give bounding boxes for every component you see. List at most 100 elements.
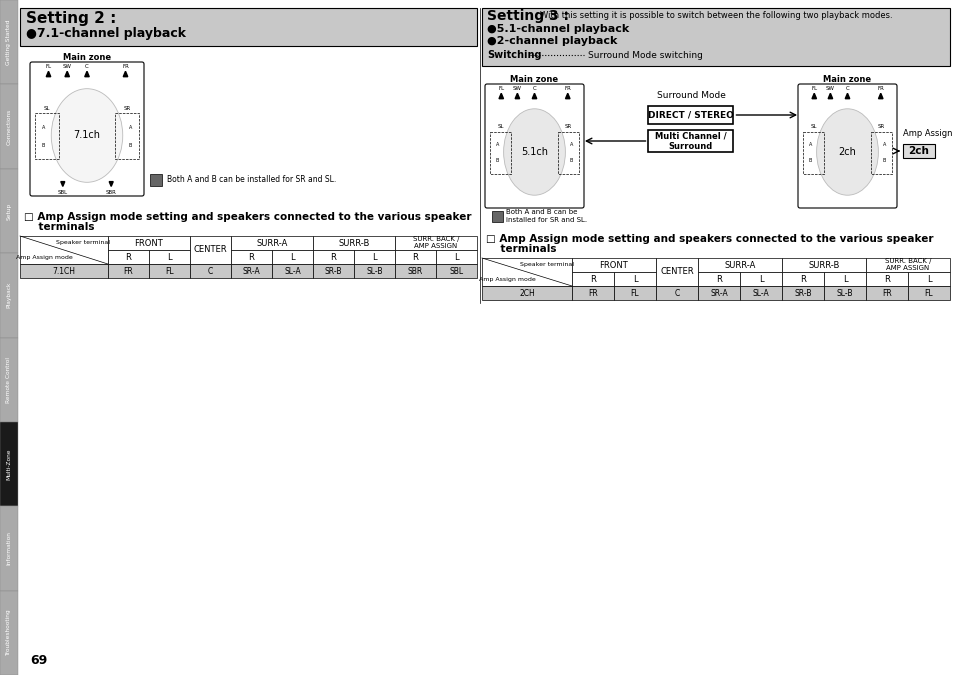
Text: R: R xyxy=(800,275,805,284)
Bar xyxy=(0,253,18,338)
Bar xyxy=(865,272,907,286)
Text: R: R xyxy=(330,252,336,261)
Text: 2ch: 2ch xyxy=(838,147,856,157)
Polygon shape xyxy=(85,72,90,77)
Bar xyxy=(490,132,511,173)
Bar xyxy=(648,130,733,152)
Text: B: B xyxy=(129,142,132,148)
Bar xyxy=(354,264,395,278)
Text: FRONT: FRONT xyxy=(134,238,163,248)
Bar xyxy=(395,250,436,264)
Bar xyxy=(656,286,698,300)
Bar xyxy=(781,258,865,272)
Bar xyxy=(740,286,781,300)
Text: Both A and B can be
installed for SR and SL.: Both A and B can be installed for SR and… xyxy=(505,209,586,223)
Text: SL-B: SL-B xyxy=(836,288,852,298)
Bar xyxy=(740,272,781,286)
Text: Multi-Zone: Multi-Zone xyxy=(7,448,11,480)
Text: SR-B: SR-B xyxy=(324,267,342,275)
Text: □ Amp Assign mode setting and speakers connected to the various speaker: □ Amp Assign mode setting and speakers c… xyxy=(24,212,471,222)
Text: FR: FR xyxy=(122,65,129,70)
Bar xyxy=(0,338,18,422)
Bar xyxy=(823,272,865,286)
Text: SURR-A: SURR-A xyxy=(723,261,755,269)
Text: Speaker terminal: Speaker terminal xyxy=(519,262,573,267)
Polygon shape xyxy=(123,72,128,77)
Text: Surround Mode switching: Surround Mode switching xyxy=(587,51,702,59)
Text: SR: SR xyxy=(123,106,131,111)
Polygon shape xyxy=(844,93,849,99)
Bar xyxy=(231,264,272,278)
Text: B: B xyxy=(882,159,885,163)
Bar xyxy=(395,264,436,278)
Text: Information: Information xyxy=(7,531,11,566)
Polygon shape xyxy=(827,93,832,99)
Bar xyxy=(114,113,139,159)
Bar xyxy=(802,132,823,173)
Text: SURR. BACK /
AMP ASSIGN: SURR. BACK / AMP ASSIGN xyxy=(413,236,458,250)
Bar xyxy=(481,286,572,300)
Text: FRONT: FRONT xyxy=(599,261,628,269)
Text: A: A xyxy=(496,142,498,146)
Text: Amp Assign mode:: Amp Assign mode: xyxy=(902,130,953,138)
Text: C: C xyxy=(844,86,848,92)
Text: SW: SW xyxy=(825,86,834,92)
Text: L: L xyxy=(454,252,458,261)
Text: Troubleshooting: Troubleshooting xyxy=(7,610,11,656)
Text: A: A xyxy=(42,125,45,130)
Text: SBL: SBL xyxy=(58,190,68,194)
Bar xyxy=(865,286,907,300)
Text: L: L xyxy=(841,275,846,284)
Bar xyxy=(354,250,395,264)
Text: terminals: terminals xyxy=(485,244,556,254)
Text: SR: SR xyxy=(877,124,884,129)
Text: Remote Control: Remote Control xyxy=(7,356,11,403)
Bar xyxy=(572,286,614,300)
Text: ●7.1-channel playback: ●7.1-channel playback xyxy=(26,28,186,40)
Bar xyxy=(436,264,476,278)
Bar xyxy=(870,132,891,173)
Text: 7.1CH: 7.1CH xyxy=(52,267,75,275)
Bar xyxy=(20,264,108,278)
Polygon shape xyxy=(878,93,882,99)
Bar xyxy=(907,286,949,300)
Bar xyxy=(313,236,395,250)
Text: Surround Mode: Surround Mode xyxy=(656,92,724,101)
Text: B: B xyxy=(496,159,498,163)
Bar xyxy=(0,422,18,506)
Text: Main zone: Main zone xyxy=(63,53,111,63)
Polygon shape xyxy=(811,93,816,99)
Text: Playback: Playback xyxy=(7,282,11,308)
Text: Setting 3 :: Setting 3 : xyxy=(486,9,568,23)
Text: SURR. BACK /
AMP ASSIGN: SURR. BACK / AMP ASSIGN xyxy=(883,259,930,271)
Bar xyxy=(436,250,476,264)
Text: ●2-channel playback: ●2-channel playback xyxy=(486,36,617,46)
Bar xyxy=(698,272,740,286)
Text: Amp Assign mode: Amp Assign mode xyxy=(478,277,535,282)
Text: SURR-A: SURR-A xyxy=(256,238,287,248)
Text: FR: FR xyxy=(564,86,571,92)
Bar xyxy=(35,113,59,159)
Polygon shape xyxy=(565,93,569,99)
Text: ●5.1-channel playback: ●5.1-channel playback xyxy=(486,24,629,34)
Bar xyxy=(572,258,656,272)
Text: With this setting it is possible to switch between the following two playback mo: With this setting it is possible to swit… xyxy=(539,11,892,20)
Text: FL: FL xyxy=(810,86,817,92)
Bar xyxy=(492,211,502,222)
Ellipse shape xyxy=(816,109,878,195)
Text: FL: FL xyxy=(46,65,51,70)
Bar xyxy=(865,258,949,272)
Ellipse shape xyxy=(503,109,565,195)
Bar xyxy=(902,144,934,158)
Text: SL-B: SL-B xyxy=(366,267,382,275)
Bar xyxy=(272,264,313,278)
Text: CENTER: CENTER xyxy=(659,267,693,277)
Text: CENTER: CENTER xyxy=(193,246,227,254)
Text: FL: FL xyxy=(923,288,932,298)
Bar xyxy=(190,264,231,278)
Bar xyxy=(698,258,781,272)
Text: SL: SL xyxy=(44,106,51,111)
Bar xyxy=(823,286,865,300)
Bar xyxy=(20,236,108,264)
Text: SBR: SBR xyxy=(408,267,423,275)
